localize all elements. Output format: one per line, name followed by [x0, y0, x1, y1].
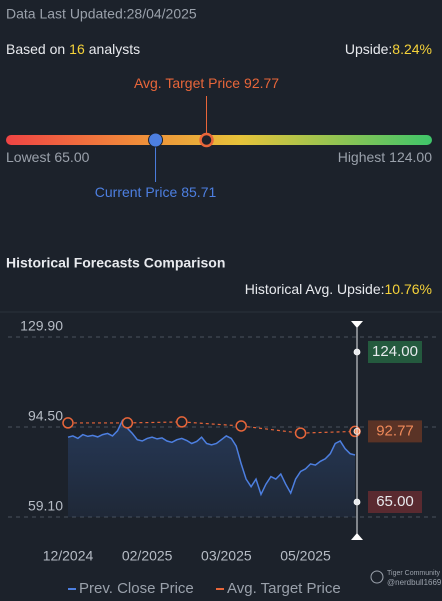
close-line	[67, 419, 356, 497]
target-point	[235, 420, 247, 432]
lowest-value: 65.00	[54, 149, 89, 165]
gauge-bar	[6, 135, 432, 145]
tag-box	[368, 491, 422, 513]
tag-label: 124.00	[372, 343, 418, 360]
highest-label: Highest	[338, 149, 386, 165]
x-tick-label: 12/2024	[43, 548, 94, 564]
target-marker	[199, 132, 214, 148]
x-tick-label: 02/2025	[122, 548, 173, 564]
highest-value: 124.00	[389, 149, 432, 165]
tag-box	[368, 420, 422, 443]
target-caption: Avg. Target Price 92.77	[134, 75, 279, 91]
target-segment	[241, 425, 301, 434]
hist-upside: Historical Avg. Upside:10.76%	[245, 281, 432, 297]
lowest: Lowest 65.00	[6, 149, 90, 165]
current-label: Current Price	[95, 184, 178, 200]
tag-label: 92.77	[376, 422, 414, 439]
target-point	[121, 417, 134, 429]
tag-label: 65.00	[376, 493, 414, 510]
hist-upside-value: 10.76%	[385, 281, 432, 297]
watermark: Tiger Community @nerdbull1669	[370, 570, 442, 587]
hist-upside-label: Historical Avg. Upside:	[245, 281, 385, 297]
cursor-top	[351, 321, 363, 328]
updated: Data Last Updated:28/04/2025	[6, 6, 197, 22]
upside-label: Upside:	[345, 41, 392, 57]
target-point	[176, 416, 188, 428]
cursor-bottom	[351, 533, 363, 540]
lowest-label: Lowest	[6, 149, 50, 165]
target-point	[62, 417, 74, 429]
chart-title: Historical Forecasts Comparison	[6, 255, 225, 271]
target-value: 92.77	[244, 75, 279, 91]
prefix: Based on	[6, 41, 65, 57]
analysts-line: Based on 16 analysts	[6, 41, 140, 57]
target-point	[294, 427, 307, 439]
suffix: analysts	[89, 41, 140, 57]
legend-label: Avg. Target Price	[227, 580, 341, 597]
y-tick-label: 94.50	[28, 408, 63, 424]
brand: Tiger Community	[387, 570, 441, 577]
upside: 8.24%	[392, 41, 432, 57]
user: @nerdbull1669	[387, 578, 442, 587]
target-label: Avg. Target Price	[134, 75, 240, 91]
current-value: 85.71	[181, 184, 216, 200]
tag-box	[368, 341, 422, 363]
highest: Highest 124.00	[338, 149, 433, 165]
y-tick-label: 129.90	[20, 318, 63, 334]
close-area	[68, 420, 355, 517]
count: 16	[69, 41, 85, 57]
upside-line: Upside:8.24%	[345, 41, 432, 57]
current-caption: Current Price 85.71	[95, 184, 217, 200]
target-segment	[181, 421, 242, 427]
legend-label: Prev. Close Price	[79, 580, 194, 597]
x-tick-label: 03/2025	[201, 548, 252, 564]
current-marker	[148, 132, 164, 148]
logo	[370, 570, 384, 584]
y-tick-label: 59.10	[28, 498, 63, 514]
x-tick-label: 05/2025	[280, 548, 331, 564]
